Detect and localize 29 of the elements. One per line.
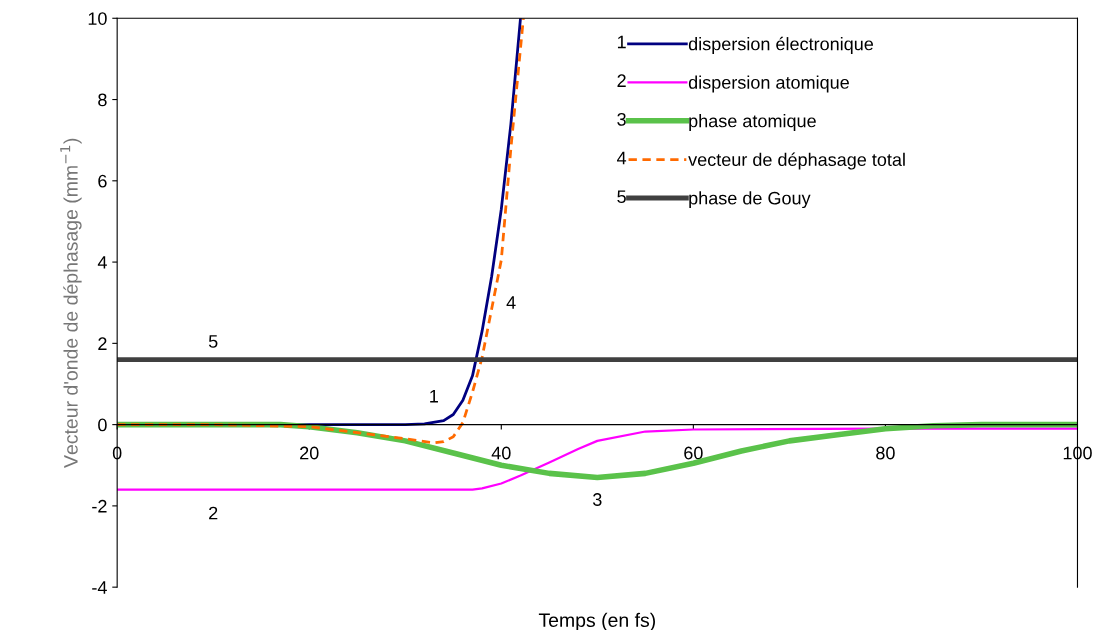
legend-label: phase de Gouy <box>689 191 811 209</box>
text: 5 <box>617 190 626 204</box>
y-tick-label: 10 <box>88 12 107 25</box>
text: 1 <box>617 35 626 49</box>
x-tick-label: 20 <box>300 446 319 460</box>
y-tick-label: 0 <box>98 418 107 432</box>
y-tick-label: -4 <box>92 581 107 594</box>
legend-label: dispersion atomique <box>688 75 849 93</box>
y-tick-label: 8 <box>98 93 107 107</box>
annotation: 3 <box>592 493 602 506</box>
y-axis-title: Vecteur d'onde de déphasage (mm$^{−1}$) <box>60 138 82 468</box>
text: 3 <box>617 112 626 126</box>
text: 2 <box>617 74 626 87</box>
annotation: 1 <box>430 390 438 403</box>
annotation: 4 <box>506 296 516 309</box>
annotation: 5 <box>208 335 218 348</box>
x-tick-label: 40 <box>491 446 511 460</box>
legend-label: phase atomique <box>689 114 816 131</box>
x-tick-label: 80 <box>876 446 895 460</box>
y-tick-label: 4 <box>97 256 107 269</box>
legend-label: dispersion électronique <box>688 36 874 54</box>
text: 4 <box>617 151 627 165</box>
x-axis-title: Temps (en fs) <box>538 612 655 630</box>
x-tick-label: 60 <box>684 446 703 460</box>
y-tick-label: 6 <box>98 174 107 188</box>
legend-label: vecteur de déphasage total <box>688 152 905 170</box>
annotation: 2 <box>209 506 218 520</box>
y-tick-label: -2 <box>92 499 107 513</box>
y-tick-label: 2 <box>98 337 107 350</box>
